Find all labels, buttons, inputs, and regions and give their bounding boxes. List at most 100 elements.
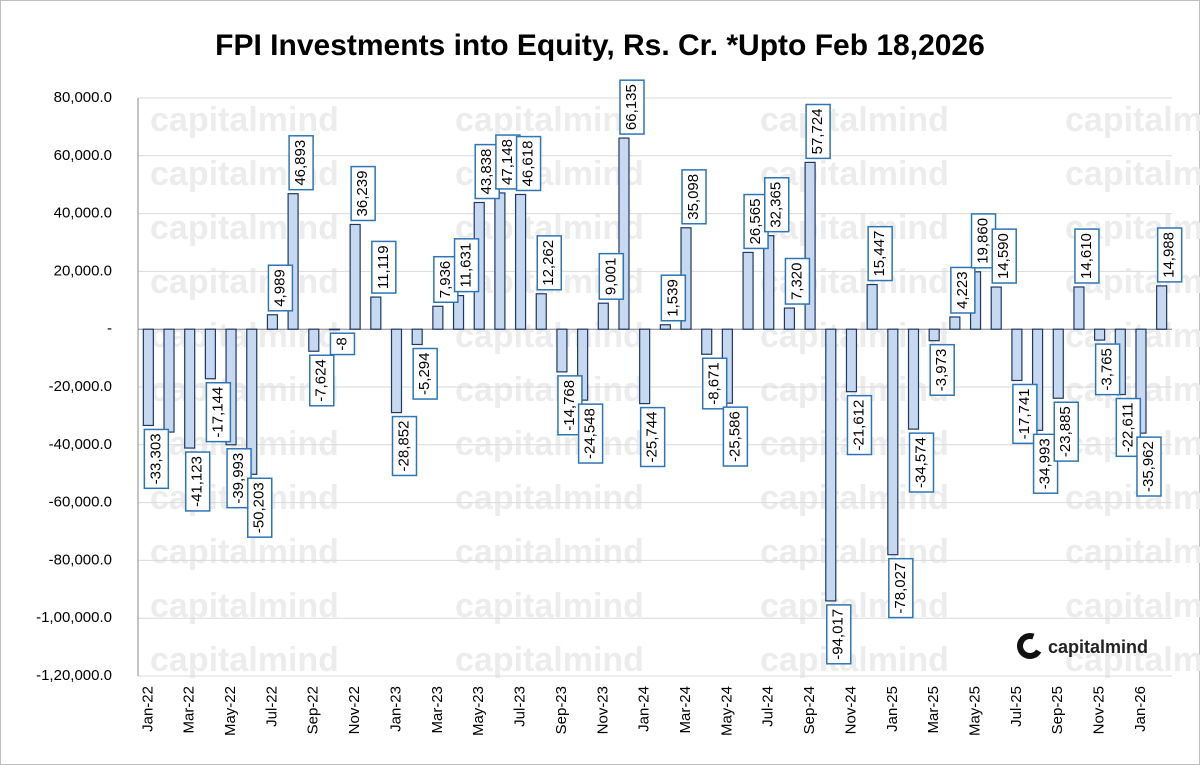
x-tick-label: Mar-22 [181, 686, 198, 734]
data-label-text: 57,724 [809, 108, 826, 154]
data-label-box [619, 79, 645, 135]
bar [949, 316, 961, 330]
data-label-box [309, 354, 335, 407]
bar [990, 286, 1002, 330]
watermark-text: capitalmind [1065, 479, 1200, 517]
data-label-box [536, 235, 563, 291]
data-label-box [143, 428, 170, 490]
watermark-text: capitalmind [455, 587, 644, 625]
watermark-text: capitalmind [1065, 587, 1200, 625]
data-label-box [350, 165, 376, 222]
data-label-box [784, 257, 811, 305]
bar [266, 314, 279, 330]
bar [1011, 328, 1023, 382]
y-tick-label: - [107, 320, 112, 337]
grid-layer: -1,20,000.0-1,00,000.0-80,000.0-60,000.0… [36, 89, 1172, 684]
x-tick-label: Sep-24 [801, 686, 818, 734]
x-tick-label: May-22 [222, 686, 239, 736]
data-label-text: 4,989 [271, 269, 288, 307]
data-label: 36,239 [350, 165, 376, 222]
data-label-text: 11,631 [458, 243, 475, 288]
watermark-text: capitalmind [150, 641, 339, 679]
logo: capitalmind [1017, 633, 1148, 659]
data-label-text: -25,586 [726, 411, 743, 462]
data-label-text: -21,612 [850, 400, 867, 451]
bar [390, 328, 403, 414]
data-label: -28,852 [391, 415, 418, 477]
data-label-box [205, 381, 232, 443]
data-label: -41,123 [184, 451, 211, 512]
y-tick-label: -40,000.0 [49, 436, 112, 453]
data-label: -7,624 [309, 354, 335, 407]
data-label-text: -17,144 [209, 387, 226, 438]
data-label-text: -94,017 [830, 609, 847, 660]
data-label-text: -34,993 [1037, 438, 1054, 489]
data-label: 57,724 [805, 103, 831, 160]
y-tick-label: -1,20,000.0 [36, 667, 112, 684]
x-tick-label: Jul-22 [263, 686, 280, 727]
data-label-text: 11,119 [375, 245, 392, 289]
x-tick-label: Nov-25 [1091, 686, 1108, 734]
data-label: 46,893 [288, 135, 314, 191]
bar [659, 324, 671, 330]
x-tick-label: Jan-23 [387, 686, 404, 732]
data-label: -50,203 [246, 477, 273, 538]
bar [783, 307, 796, 330]
bar [804, 161, 816, 330]
y-tick-label: -20,000.0 [49, 378, 112, 395]
x-tick-label: May-23 [470, 686, 487, 736]
watermark-text: capitalmind [760, 209, 949, 247]
data-label: -17,741 [1012, 383, 1038, 445]
bar [742, 251, 754, 330]
data-label-text: -24,548 [582, 408, 599, 459]
bar [142, 328, 154, 427]
data-label-text: 35,098 [685, 174, 702, 220]
x-tick-label: Mar-25 [925, 686, 942, 734]
watermark-text: capitalmind [150, 101, 339, 139]
data-label: -78,027 [888, 557, 914, 619]
bar [204, 328, 216, 380]
data-label-box [598, 252, 625, 300]
data-label: 19,860 [970, 213, 997, 269]
data-label: 15,447 [867, 225, 893, 282]
x-tick-label: Jan-25 [884, 686, 901, 732]
bar [763, 235, 775, 330]
data-label-box [681, 169, 707, 225]
data-label: -3,973 [929, 343, 955, 396]
watermark-text: capitalmind [760, 101, 949, 139]
data-label-text: 1,539 [664, 279, 681, 317]
data-label-box [371, 240, 397, 294]
x-tick-label: Mar-23 [429, 686, 446, 734]
data-label-text: 7,320 [788, 262, 805, 300]
data-label-text: 7,936 [437, 261, 454, 299]
x-tick-label: Nov-23 [594, 686, 611, 734]
data-label-box [1094, 343, 1121, 396]
data-label: 7,320 [784, 257, 811, 305]
data-label-box [950, 266, 976, 314]
x-tick-label: Nov-22 [346, 686, 363, 734]
data-label: -14,768 [557, 375, 583, 436]
x-tick-label: Jan-24 [636, 686, 653, 732]
watermark-text: capitalmind [150, 209, 339, 247]
data-label-text: -35,962 [1140, 441, 1157, 492]
data-label-box [763, 177, 790, 233]
bar [556, 328, 568, 373]
bar [432, 305, 444, 330]
data-label: 46,618 [515, 135, 542, 192]
data-label-text: 14,988 [1161, 232, 1178, 278]
data-label: 9,001 [598, 252, 625, 300]
bar [825, 328, 837, 602]
data-label: -34,574 [908, 432, 935, 493]
data-label: 4,223 [950, 266, 976, 314]
watermark-text: capitalmind [1065, 317, 1200, 355]
bar [411, 328, 423, 346]
data-label: -3,765 [1094, 343, 1121, 396]
data-label-text: 14,590 [995, 233, 1012, 279]
watermark-text: capitalmind [455, 425, 644, 463]
watermark-text: capitalmind [455, 317, 644, 355]
data-label-box [888, 557, 914, 619]
data-label: 35,098 [681, 169, 707, 225]
data-label-box [412, 347, 438, 400]
watermark-text: capitalmind [1065, 155, 1200, 193]
data-label-box [908, 432, 935, 493]
